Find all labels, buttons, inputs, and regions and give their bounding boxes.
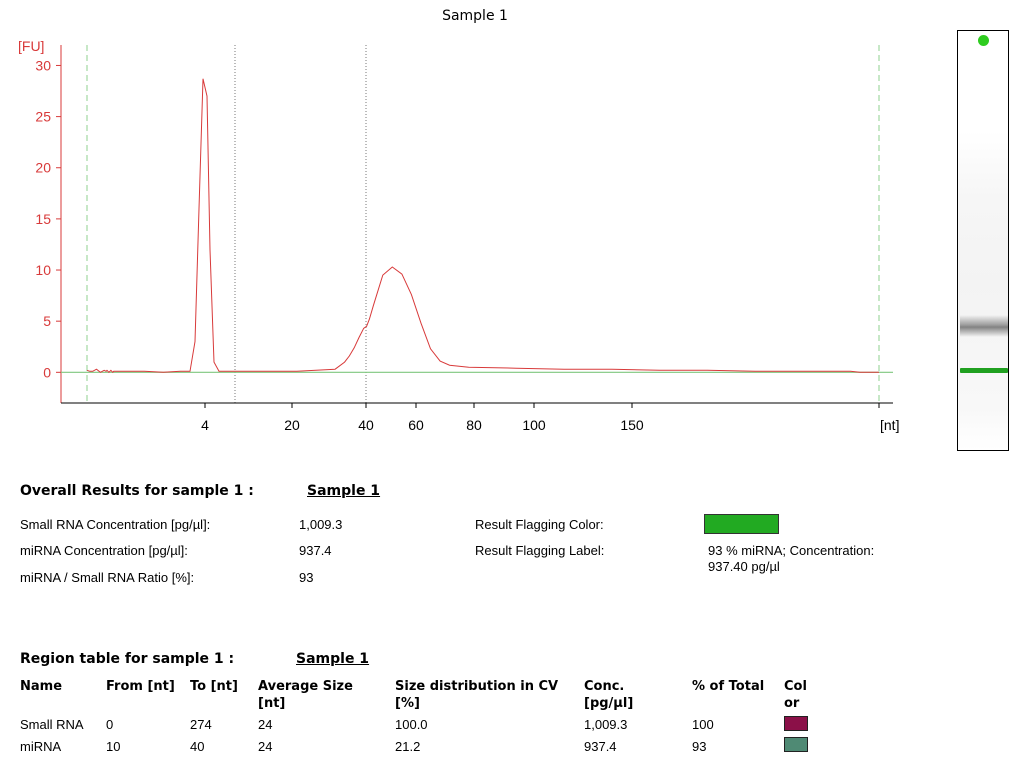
gel-marker-dot — [978, 35, 989, 46]
small-rna-conc-label: Small RNA Concentration [pg/µl]: — [20, 517, 211, 532]
row-color-swatch — [784, 737, 808, 752]
row-conc: 937.4 — [584, 739, 617, 754]
y-tick-label: 25 — [35, 109, 51, 125]
x-tick-label: 150 — [620, 417, 644, 433]
col-header-pct-total: % of Total — [692, 679, 765, 694]
gel-band-lower-marker — [960, 368, 1008, 373]
col-header-cv: Size distribution in CV [%] — [395, 679, 559, 711]
row-avg-size: 24 — [258, 739, 273, 754]
row-from: 0 — [106, 717, 114, 732]
row-to: 274 — [190, 717, 212, 732]
row-conc: 1,009.3 — [584, 717, 628, 732]
col-header-name: Name — [20, 679, 63, 694]
region-table-heading: Region table for sample 1 : — [20, 651, 235, 667]
y-tick-label: 10 — [35, 262, 51, 278]
col-header-conc: Conc. [pg/µl] — [584, 679, 634, 711]
y-tick-label: 0 — [43, 364, 51, 380]
col-header-avg-size: Average Size [nt] — [258, 679, 353, 711]
y-axis-label: [FU] — [18, 38, 44, 54]
mirna-conc-label: miRNA Concentration [pg/µl]: — [20, 543, 188, 558]
col-header-to: To [nt] — [190, 679, 238, 694]
electropherogram-chart: 0 5 10 15 20 25 30 [FU] 4 20 40 60 80 100 150 [nt] — [18, 38, 899, 433]
region-sample-link[interactable]: Sample 1 — [296, 651, 370, 667]
overall-results-heading: Overall Results for sample 1 : — [20, 483, 254, 499]
mirna-conc-value: 937.4 — [299, 543, 332, 558]
ratio-label: miRNA / Small RNA Ratio [%]: — [20, 570, 195, 585]
row-to: 40 — [190, 739, 205, 754]
x-tick-label: 80 — [466, 417, 482, 433]
flag-label-label: Result Flagging Label: — [475, 543, 605, 558]
x-tick-label: 4 — [201, 417, 209, 433]
flag-label-value: 93 % miRNA; Concentration: 937.40 pg/µl — [708, 543, 875, 574]
y-tick-label: 30 — [35, 57, 51, 73]
col-header-color: Color — [784, 679, 807, 711]
y-tick-label: 5 — [43, 313, 51, 329]
chart-title: Sample 1 — [442, 8, 508, 24]
row-pct-total: 93 — [692, 739, 707, 754]
row-avg-size: 24 — [258, 717, 273, 732]
overall-sample-link[interactable]: Sample 1 — [307, 483, 381, 499]
small-rna-conc-value: 1,009.3 — [299, 517, 343, 532]
flag-color-label: Result Flagging Color: — [475, 517, 604, 532]
y-tick-label: 20 — [35, 160, 51, 176]
row-pct-total: 100 — [692, 717, 714, 732]
x-tick-label: 40 — [358, 417, 374, 433]
row-cv: 100.0 — [395, 717, 428, 732]
y-tick-label: 15 — [35, 211, 51, 227]
gel-band-small-rna — [960, 315, 1008, 337]
row-color-swatch — [784, 716, 808, 731]
row-name: miRNA — [20, 739, 62, 754]
row-name: Small RNA — [20, 717, 84, 732]
flag-color-swatch — [704, 514, 779, 534]
x-tick-label: 60 — [408, 417, 424, 433]
row-from: 10 — [106, 739, 121, 754]
ratio-value: 93 — [299, 570, 314, 585]
col-header-from: From [nt] — [106, 679, 175, 694]
x-tick-label: 20 — [284, 417, 300, 433]
x-tick-label: 100 — [522, 417, 546, 433]
gel-lane — [957, 30, 1009, 451]
row-cv: 21.2 — [395, 739, 421, 754]
electropherogram-trace — [86, 78, 879, 374]
x-axis-label: [nt] — [880, 417, 899, 433]
